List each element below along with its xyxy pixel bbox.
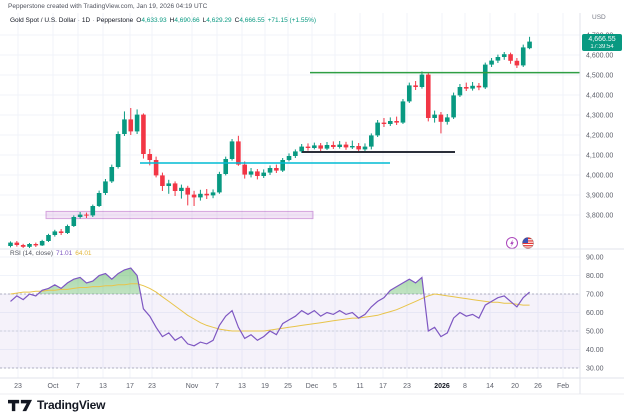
- last-price-tag[interactable]: 4,666.55 17:39:54: [582, 33, 622, 51]
- last-price: 4,666.55: [588, 35, 616, 43]
- tradingview-logo[interactable]: TradingView: [8, 398, 105, 412]
- legend-separator: ·: [77, 17, 80, 24]
- interval-label[interactable]: 1D: [81, 17, 91, 24]
- svg-text:4,300.00: 4,300.00: [586, 113, 613, 120]
- candlestick-series[interactable]: [8, 36, 532, 250]
- svg-text:14: 14: [486, 383, 494, 390]
- svg-text:13: 13: [238, 383, 246, 390]
- svg-text:17: 17: [126, 383, 134, 390]
- close-label: C: [234, 17, 240, 24]
- svg-text:7: 7: [215, 383, 219, 390]
- svg-text:70.00: 70.00: [586, 292, 604, 299]
- feed-label: Pepperstone: [96, 17, 134, 24]
- us-flag-event-icon[interactable]: [522, 237, 534, 249]
- svg-text:2026: 2026: [434, 383, 450, 390]
- attribution-text: Pepperstone created with TradingView.com…: [8, 3, 208, 10]
- svg-text:3,800.00: 3,800.00: [586, 213, 613, 220]
- svg-text:50.00: 50.00: [586, 329, 604, 336]
- svg-text:4,400.00: 4,400.00: [586, 93, 613, 100]
- svg-text:5: 5: [333, 383, 337, 390]
- price-axis-unit: USD: [592, 14, 606, 21]
- svg-text:17: 17: [379, 383, 387, 390]
- svg-text:19: 19: [261, 383, 269, 390]
- change-value: +71.15 (+1.55%): [267, 17, 317, 24]
- rsi-value: 71.01: [56, 250, 73, 257]
- svg-text:60.00: 60.00: [586, 310, 604, 317]
- price-axis-labels: 4,700.004,600.004,500.004,400.004,300.00…: [586, 33, 613, 220]
- tradingview-logo-text: TradingView: [37, 398, 106, 412]
- svg-text:7: 7: [76, 383, 80, 390]
- svg-text:23: 23: [14, 383, 22, 390]
- rsi-ma-line[interactable]: [10, 283, 530, 332]
- svg-text:20: 20: [511, 383, 519, 390]
- rsi-overbought-fill: [10, 268, 530, 294]
- bar-countdown: 17:39:54: [590, 43, 614, 50]
- svg-text:11: 11: [356, 383, 363, 390]
- symbol-title[interactable]: Gold Spot / U.S. Dollar: [10, 17, 76, 24]
- rsi-title[interactable]: RSI (14, close): [10, 250, 53, 257]
- high-label: H: [169, 17, 175, 24]
- svg-text:26: 26: [534, 383, 542, 390]
- svg-text:Oct: Oct: [48, 383, 59, 390]
- svg-text:23: 23: [148, 383, 156, 390]
- svg-text:3,900.00: 3,900.00: [586, 193, 613, 200]
- rsi-legend[interactable]: RSI (14, close) 71.01 64.01: [10, 250, 92, 257]
- svg-text:4,200.00: 4,200.00: [586, 133, 613, 140]
- open-value: 4,633.93: [141, 17, 167, 24]
- svg-text:8: 8: [463, 383, 467, 390]
- svg-text:Dec: Dec: [306, 383, 319, 390]
- svg-text:4,600.00: 4,600.00: [586, 53, 613, 60]
- svg-text:25: 25: [284, 383, 292, 390]
- symbol-legend[interactable]: Gold Spot / U.S. Dollar · 1D · Pepperstone O4…: [10, 17, 316, 24]
- svg-text:23: 23: [403, 383, 411, 390]
- svg-text:90.00: 90.00: [586, 255, 604, 262]
- rsi-line[interactable]: [10, 267, 530, 347]
- close-value: 4,666.55: [239, 17, 265, 24]
- svg-text:4,100.00: 4,100.00: [586, 153, 613, 160]
- rsi-axis-labels: 90.00 80.00 70.00 60.00 50.00 40.00 30.00: [586, 255, 604, 373]
- svg-text:Nov: Nov: [186, 383, 199, 390]
- open-label: O: [136, 17, 142, 24]
- svg-text:4,500.00: 4,500.00: [586, 73, 613, 80]
- svg-text:13: 13: [99, 383, 107, 390]
- support-zone-box[interactable]: [45, 210, 314, 220]
- svg-text:4,000.00: 4,000.00: [586, 173, 613, 180]
- time-axis-labels[interactable]: 23 Oct 7 13 17 23 Nov 7 13 19 25 Dec 5 11 17 23 2026 8 14 2…: [14, 383, 569, 390]
- svg-text:80.00: 80.00: [586, 273, 604, 280]
- tradingview-logo-icon: [8, 399, 32, 411]
- event-icons[interactable]: [506, 237, 535, 249]
- svg-text:40.00: 40.00: [586, 347, 604, 354]
- rsi-ma-value: 64.01: [75, 250, 92, 257]
- svg-text:30.00: 30.00: [586, 366, 604, 373]
- low-label: L: [202, 17, 207, 24]
- svg-text:Feb: Feb: [557, 383, 569, 390]
- high-value: 4,690.66: [174, 17, 200, 24]
- legend-separator: ·: [92, 17, 95, 24]
- low-value: 4,629.29: [206, 17, 232, 24]
